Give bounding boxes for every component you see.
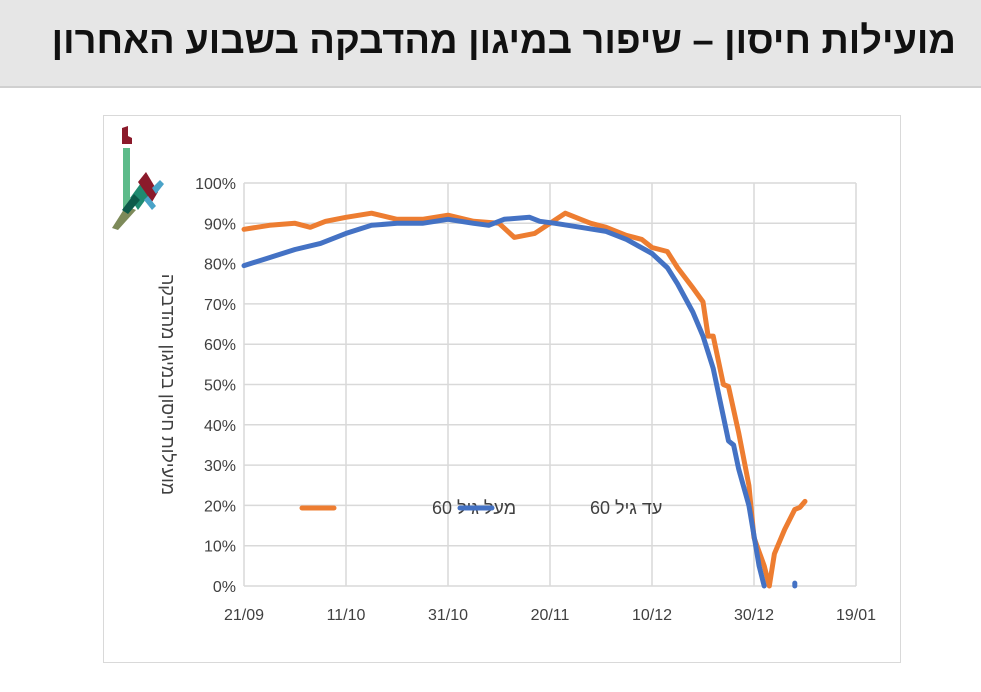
x-tick-label: 10/12	[632, 607, 672, 624]
ministry-of-health-logo	[112, 126, 164, 230]
x-tick-label: 21/09	[224, 607, 264, 624]
x-tick-label: 20/11	[531, 607, 570, 624]
y-tick-label: 50%	[204, 378, 236, 395]
header-bar: מועילות חיסון – שיפור במיגון מהדבקה בשבו…	[0, 0, 981, 88]
page-title: מועילות חיסון – שיפור במיגון מהדבקה בשבו…	[51, 20, 956, 62]
y-tick-label: 0%	[213, 579, 236, 596]
line-chart: 0% 10% 20% 30% 40% 50% 60% 70% 80% 90% 100% 21/09 11…	[158, 176, 876, 624]
legend-label: עד גיל 60	[590, 498, 662, 518]
y-tick-label: 60%	[204, 337, 236, 354]
chart-frame: 0% 10% 20% 30% 40% 50% 60% 70% 80% 90% 100% 21/09 11…	[103, 115, 901, 663]
x-tick-label: 31/10	[428, 607, 468, 624]
y-tick-label: 10%	[204, 539, 236, 556]
y-tick-label: 70%	[204, 297, 236, 314]
y-tick-label: 80%	[204, 257, 236, 274]
x-tick-label: 19/01	[836, 607, 876, 624]
y-tick-label: 90%	[204, 216, 236, 233]
x-tick-label: 11/10	[327, 607, 366, 624]
y-tick-label: 30%	[204, 458, 236, 475]
y-tick-label: 40%	[204, 418, 236, 435]
y-tick-label: 20%	[204, 498, 236, 515]
y-tick-label: 100%	[195, 176, 236, 193]
x-tick-label: 30/12	[734, 607, 774, 624]
y-axis-label: מועילות חיסון במיגון מהדבקה	[158, 274, 178, 495]
series-line-1	[241, 214, 767, 589]
